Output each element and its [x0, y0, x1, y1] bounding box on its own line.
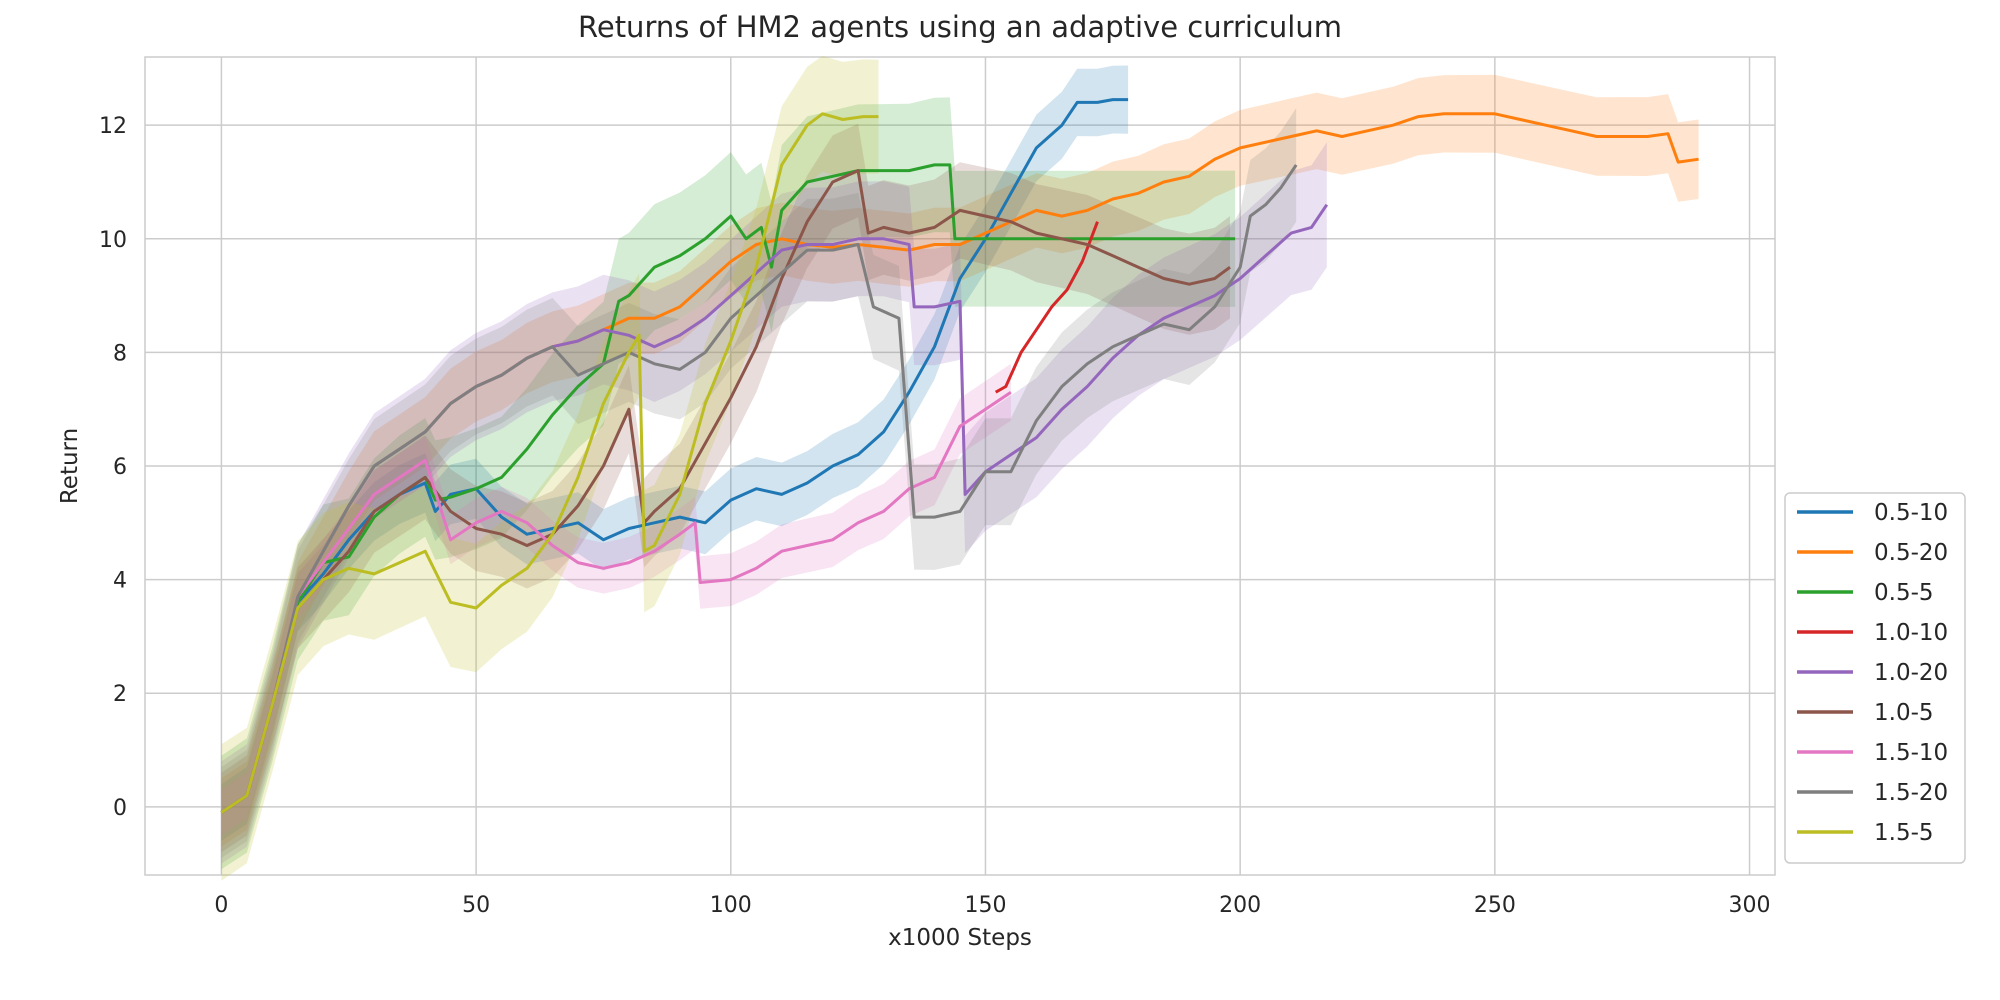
- y-axis-label: Return: [57, 428, 83, 504]
- series-line-1.5-5: [220, 112, 879, 814]
- band-1.0-5: [221, 123, 1230, 853]
- grid: [145, 57, 1775, 875]
- band-0.5-20: [221, 74, 1699, 847]
- y-tick-labels: 0 2 4 6 8 10 12: [99, 114, 127, 821]
- series-line-1.0-10: [994, 221, 1099, 394]
- series-line-1.5-20: [220, 164, 1298, 814]
- y-tick-label: 0: [113, 796, 127, 821]
- legend-label: 1.0-10: [1874, 620, 1948, 646]
- band-0.5-5: [221, 97, 1236, 870]
- x-tick-label: 250: [1474, 893, 1516, 918]
- x-tick-label: 50: [462, 893, 490, 918]
- legend-label: 0.5-20: [1874, 540, 1948, 566]
- y-tick-label: 8: [113, 341, 127, 366]
- x-tick-labels: 0 50 100 150 200 250 300: [214, 893, 1770, 918]
- y-tick-label: 6: [113, 455, 127, 480]
- series-lines: [220, 98, 1699, 814]
- x-tick-label: 300: [1729, 893, 1771, 918]
- y-tick-label: 10: [99, 228, 127, 253]
- legend-label: 1.5-5: [1874, 820, 1934, 846]
- x-tick-label: 200: [1219, 893, 1261, 918]
- legend-label: 1.5-20: [1874, 780, 1948, 806]
- legend-label: 1.0-20: [1874, 660, 1948, 686]
- band-1.5-5: [221, 55, 879, 881]
- x-tick-label: 100: [710, 893, 752, 918]
- x-tick-label: 150: [964, 893, 1006, 918]
- band-0.5-10: [221, 65, 1129, 841]
- legend-label: 0.5-5: [1874, 580, 1934, 606]
- legend-label: 1.0-5: [1874, 700, 1934, 726]
- x-tick-label: 0: [214, 893, 228, 918]
- legend-label: 1.5-10: [1874, 740, 1948, 766]
- series-line-1.0-5: [220, 169, 1231, 814]
- band-1.0-20: [221, 142, 1327, 864]
- y-tick-label: 12: [99, 114, 127, 139]
- x-axis-label: x1000 Steps: [888, 925, 1032, 951]
- series-line-1.5-10: [220, 390, 1012, 814]
- legend-label: 0.5-10: [1874, 500, 1948, 526]
- y-tick-label: 4: [113, 569, 127, 594]
- chart-title: Returns of HM2 agents using an adaptive …: [578, 10, 1342, 44]
- series-line-0.5-5: [220, 163, 1236, 814]
- legend-frame: [1784, 492, 1966, 864]
- legend: 0.5-10 0.5-20 0.5-5 1.0-10 1.0-20 1.0-5 1.5-10…: [1784, 492, 1966, 864]
- y-tick-label: 2: [113, 682, 127, 707]
